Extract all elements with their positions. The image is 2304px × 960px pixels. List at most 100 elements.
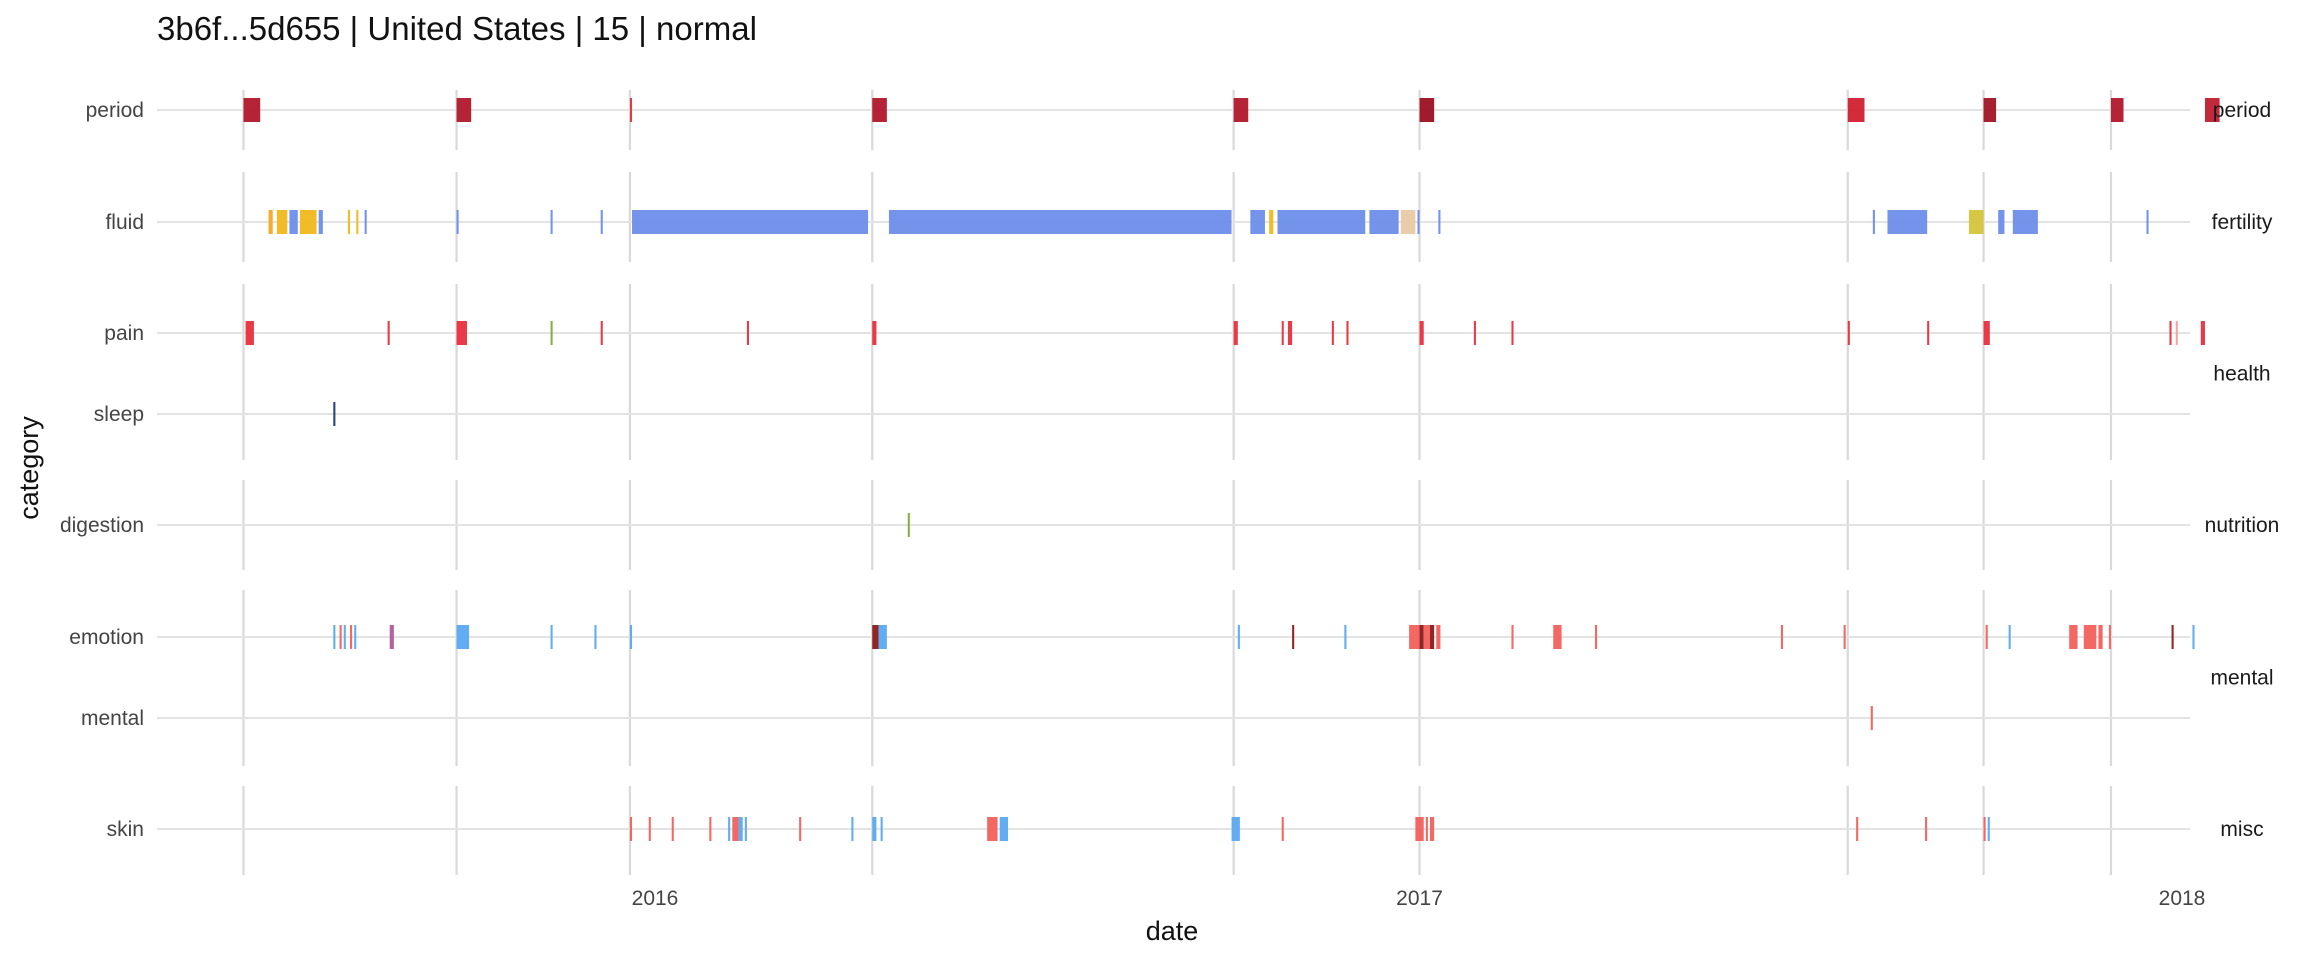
event-bar: [1511, 625, 1514, 649]
event-bar: [1250, 210, 1265, 234]
row-label: sleep: [94, 403, 144, 426]
event-bar: [1346, 321, 1349, 345]
event-bar: [2108, 625, 2111, 649]
event-bar: [1927, 321, 1930, 345]
event-bar: [1419, 321, 1424, 345]
event-bar: [632, 210, 869, 234]
x-tick-label: 2018: [2159, 887, 2206, 910]
event-bar: [1983, 98, 1997, 122]
event-bar: [1277, 210, 1366, 234]
panel-strip-label: nutrition: [2205, 514, 2280, 537]
event-bar: [1425, 817, 1428, 841]
row-label: skin: [107, 818, 144, 841]
event-bar: [872, 321, 877, 345]
event-bar: [1983, 817, 1986, 841]
event-bar: [1847, 321, 1850, 345]
event-bar: [550, 210, 553, 234]
event-bar: [1843, 625, 1846, 649]
event-bar: [289, 210, 298, 234]
row-label: emotion: [69, 626, 144, 649]
event-bar: [1998, 210, 2005, 234]
event-bar: [1419, 98, 1435, 122]
grid-layer: [157, 90, 2190, 875]
event-bar: [728, 817, 731, 841]
event-bar: [1438, 210, 1441, 234]
event-bar: [1968, 210, 1984, 234]
event-bar: [1870, 706, 1873, 730]
event-bar: [343, 625, 346, 649]
event-bar: [987, 817, 998, 841]
event-bar: [350, 625, 353, 649]
event-bar: [872, 817, 877, 841]
event-bar: [878, 625, 887, 649]
event-bar: [1553, 625, 1562, 649]
event-bar: [276, 210, 288, 234]
event-bar: [2012, 210, 2038, 234]
event-bar: [880, 817, 883, 841]
event-bar: [456, 321, 467, 345]
event-bar: [2008, 625, 2011, 649]
label-layer: period period fluid fertility pain sleep healt…: [60, 99, 2279, 910]
y-axis-title: category: [14, 416, 44, 520]
event-bar: [1985, 625, 1988, 649]
event-bar: [1415, 817, 1424, 841]
event-bar: [629, 817, 633, 841]
event-bar: [347, 210, 351, 234]
x-tick-label: 2016: [632, 887, 679, 910]
event-bar: [550, 321, 553, 345]
event-bar: [1987, 817, 1990, 841]
x-axis-title: date: [1146, 916, 1199, 946]
event-bar: [1419, 625, 1424, 649]
event-bar: [1400, 210, 1416, 234]
event-bar: [456, 625, 470, 649]
event-bar: [318, 210, 323, 234]
event-bar: [732, 817, 739, 841]
event-bar: [872, 625, 879, 649]
event-bar: [2171, 625, 2174, 649]
event-bar: [648, 817, 651, 841]
row-label: fluid: [105, 211, 144, 234]
event-bar: [299, 210, 317, 234]
event-bar: [2110, 98, 2124, 122]
event-bar: [888, 210, 1232, 234]
event-bar: [333, 402, 336, 426]
event-bar: [1237, 625, 1240, 649]
event-bar: [1925, 817, 1928, 841]
event-bar: [243, 98, 261, 122]
event-bar: [1423, 625, 1430, 649]
event-bar: [456, 210, 459, 234]
event-bar: [1233, 98, 1249, 122]
row-label: period: [86, 99, 144, 122]
event-bar: [1887, 210, 1928, 234]
event-bar: [1233, 321, 1238, 345]
event-bar: [2098, 625, 2103, 649]
event-bar: [2069, 625, 2078, 649]
event-bar: [1344, 625, 1347, 649]
event-bar: [389, 625, 394, 649]
event-bar: [550, 625, 553, 649]
event-bar: [738, 817, 743, 841]
x-tick-label: 2017: [1396, 887, 1443, 910]
event-bar: [1473, 321, 1476, 345]
event-bar: [746, 321, 750, 345]
row-label: pain: [104, 322, 144, 345]
event-bar: [671, 817, 674, 841]
event-bar: [268, 210, 273, 234]
event-bar: [356, 210, 359, 234]
mark-layer: [243, 98, 2220, 841]
event-bar: [1780, 625, 1784, 649]
event-bar: [245, 321, 254, 345]
event-bar: [629, 98, 633, 122]
event-bar: [744, 817, 747, 841]
event-bar: [1331, 321, 1334, 345]
event-bar: [999, 817, 1009, 841]
event-bar: [333, 625, 336, 649]
panel-strip-label: mental: [2210, 667, 2273, 690]
event-bar: [1281, 321, 1284, 345]
event-bar: [629, 625, 633, 649]
event-bar: [1511, 321, 1514, 345]
event-bar: [1436, 625, 1441, 649]
event-bar: [594, 625, 597, 649]
event-bar: [1429, 817, 1435, 841]
event-bar: [872, 98, 887, 122]
